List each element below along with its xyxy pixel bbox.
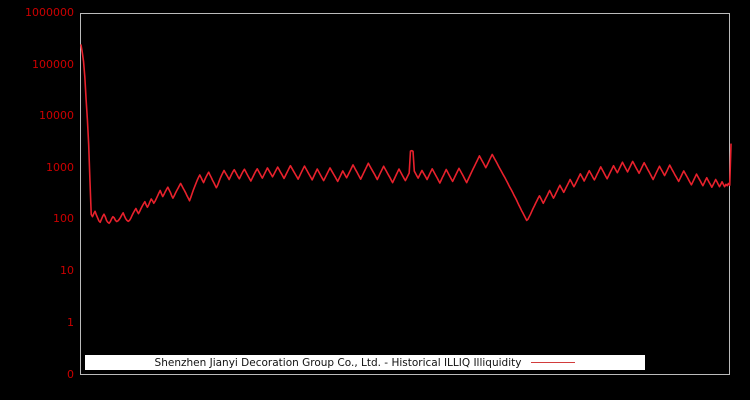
y-tick-label-10: 10 xyxy=(60,264,74,277)
y-tick-label-0: 0 xyxy=(67,368,74,381)
legend-line-swatch xyxy=(531,362,576,363)
y-tick-label-1: 1 xyxy=(67,315,74,329)
y-tick-label-1000000: 1000000 xyxy=(25,6,74,19)
chart-legend: Shenzhen Jianyi Decoration Group Co., Lt… xyxy=(85,355,645,370)
y-tick-label-10000: 10000 xyxy=(39,109,74,123)
y-tick-label-100000: 100000 xyxy=(32,57,74,71)
plot-area xyxy=(80,13,732,375)
series-line-chart xyxy=(80,44,732,225)
y-tick-label-100: 100 xyxy=(53,212,74,226)
y-tick-label-1000: 1000 xyxy=(46,160,74,174)
illiq-series-line xyxy=(80,44,732,225)
legend-label: Shenzhen Jianyi Decoration Group Co., Lt… xyxy=(154,356,522,369)
